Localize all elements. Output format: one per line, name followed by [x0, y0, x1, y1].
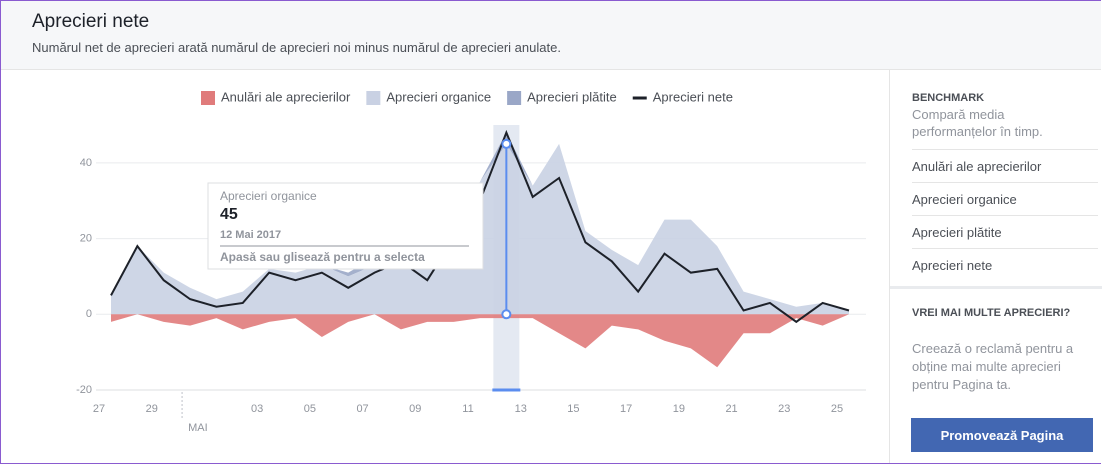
- x-tick-label: 17: [620, 403, 632, 415]
- link[interactable]: Aprecieri organice: [912, 182, 1098, 216]
- x-tick-label: 03: [251, 403, 263, 415]
- legend-label: Aprecieri organice: [386, 89, 491, 104]
- x-tick-label: 27: [93, 403, 105, 415]
- header: Aprecieri nete Numărul net de aprecieri …: [1, 1, 1101, 70]
- link[interactable]: Aprecieri plătite: [912, 215, 1098, 249]
- x-tick-label: 09: [409, 403, 421, 415]
- tooltip-hint: Apasă sau glisează pentru a selecta: [220, 250, 425, 264]
- x-tick-label: 21: [725, 403, 737, 415]
- tooltip-box: [207, 182, 484, 270]
- y-tick-label: 20: [80, 232, 92, 244]
- link[interactable]: Anulări ale aprecierilor: [912, 149, 1098, 183]
- promo-text: Creează o reclamă pentru a obține mai mu…: [912, 341, 1074, 392]
- x-tick-label: 11: [462, 403, 473, 415]
- legend-swatch: [366, 91, 381, 105]
- tooltip: Aprecieri organice 45 12 Mai 2017 Apasă sau…: [207, 182, 484, 270]
- x-tick-label: 23: [778, 403, 790, 415]
- tooltip-date: 12 Mai 2017: [220, 229, 281, 241]
- subtitle: Numărul net de aprecieri arată numărul d…: [32, 40, 561, 55]
- x-tick-label: 29: [146, 403, 158, 415]
- chart: -20 0 20 40 27 29 03 05 07 09 11 13 15 17 19 21 23 25 MAI A…: [76, 89, 866, 434]
- x-tick-label: 07: [356, 403, 368, 415]
- promo-title: VREI MAI MULTE APRECIERI?: [912, 307, 1071, 319]
- tooltip-value: 45: [220, 206, 238, 223]
- month-label: MAI: [188, 422, 208, 434]
- y-tick-label: -20: [76, 384, 92, 396]
- x-tick-label: 15: [567, 403, 579, 415]
- legend-swatch: [201, 91, 215, 105]
- sidebar: BENCHMARK Compară media performanțelor î…: [889, 70, 1102, 463]
- hover-dot: [501, 309, 512, 320]
- divider: [890, 286, 1102, 289]
- y-tick-label: 0: [86, 308, 92, 320]
- benchmark-text: Compară media performanțelor în timp.: [912, 107, 1043, 139]
- tooltip-label: Aprecieri organice: [220, 189, 317, 203]
- cancel-area: [111, 314, 849, 368]
- benchmark-title: BENCHMARK: [912, 92, 985, 104]
- title: Aprecieri nete: [32, 11, 150, 32]
- x-tick-label: 13: [515, 403, 527, 415]
- legend-swatch: [507, 91, 522, 105]
- promote-button[interactable]: Promovează Pagina: [911, 418, 1093, 452]
- hover-dot: [501, 138, 512, 149]
- link[interactable]: Aprecieri nete: [912, 248, 1098, 282]
- legend-label: Aprecieri nete: [653, 89, 733, 104]
- x-tick-label: 19: [673, 403, 685, 415]
- x-tick-label: 05: [304, 403, 316, 415]
- legend-label: Anulări ale aprecierilor: [221, 89, 351, 104]
- legend-label: Aprecieri plătite: [527, 89, 617, 104]
- x-tick-label: 25: [831, 403, 843, 415]
- y-tick-label: 40: [80, 157, 92, 169]
